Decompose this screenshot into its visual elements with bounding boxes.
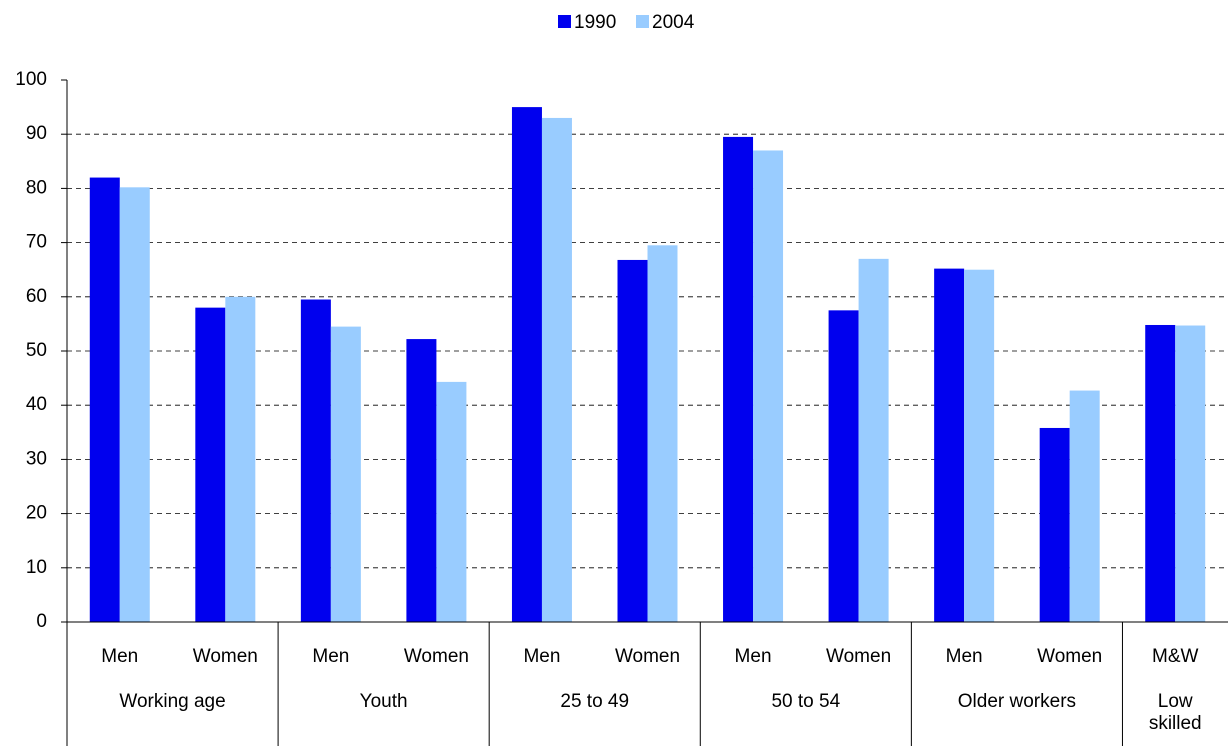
x-tick-label: M&W <box>1152 646 1199 667</box>
y-tick-label: 90 <box>26 123 47 144</box>
y-tick-label: 40 <box>26 394 47 415</box>
bar <box>753 150 784 622</box>
bar <box>195 307 226 622</box>
bar <box>225 296 256 622</box>
group-label: 25 to 49 <box>560 691 630 712</box>
x-tick-label: Men <box>523 646 560 667</box>
group-label: Older workers <box>957 691 1077 712</box>
bar <box>828 310 859 622</box>
bar <box>964 269 995 622</box>
x-tick-label: Women <box>404 646 469 667</box>
x-tick-label: Men <box>101 646 138 667</box>
y-tick-label: 50 <box>26 340 47 361</box>
x-tick-label: Women <box>193 646 258 667</box>
bar <box>1039 427 1070 622</box>
legend-label: 2004 <box>652 12 695 33</box>
y-tick-label: 100 <box>15 69 47 90</box>
group-label: Youth <box>359 691 408 712</box>
x-tick-label: Men <box>946 646 983 667</box>
group-label: 50 to 54 <box>771 691 841 712</box>
bar <box>330 326 361 622</box>
bar <box>934 268 965 622</box>
y-tick-label: 80 <box>26 177 47 198</box>
bar <box>541 117 572 622</box>
y-tick-label: 30 <box>26 448 47 469</box>
x-tick-label: Women <box>615 646 680 667</box>
y-tick-label: 10 <box>26 557 47 578</box>
x-tick-label: Women <box>826 646 891 667</box>
y-tick-label: 20 <box>26 503 47 524</box>
y-tick-label: 60 <box>26 286 47 307</box>
legend-label: 1990 <box>574 12 616 33</box>
group-label: Low skilled <box>1148 691 1202 734</box>
bar <box>1069 390 1100 622</box>
y-tick-label: 70 <box>26 232 47 253</box>
bar <box>119 187 150 623</box>
bar <box>511 107 542 623</box>
bar <box>300 299 331 622</box>
bar <box>1175 325 1206 622</box>
x-tick-label: Women <box>1037 646 1102 667</box>
bar <box>89 177 120 622</box>
bar <box>1145 324 1176 622</box>
legend-swatch <box>558 15 571 28</box>
x-tick-label: Men <box>735 646 772 667</box>
bar <box>617 259 648 622</box>
bar <box>436 381 467 622</box>
bar <box>647 245 678 622</box>
bar <box>723 136 754 622</box>
group-label: Working age <box>119 691 226 712</box>
x-tick-label: Men <box>312 646 349 667</box>
bar <box>858 258 889 622</box>
y-tick-label: 0 <box>36 611 47 632</box>
bar <box>406 339 437 622</box>
legend-swatch <box>636 15 649 28</box>
